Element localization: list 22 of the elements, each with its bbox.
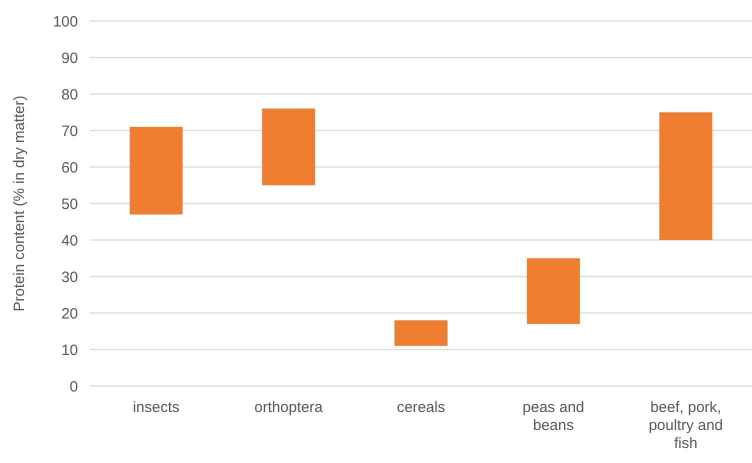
bar [130,126,183,214]
bar [659,112,712,240]
y-axis-title: Protein content (% in dry matter) [11,96,28,312]
bar [526,258,580,324]
y-tick-label: 30 [61,268,78,286]
bar [394,320,448,346]
x-tick-label: orthoptera [254,399,324,416]
y-tick-label: 70 [61,122,78,140]
y-tick-label: 100 [52,13,78,30]
y-tick-label: 40 [61,232,78,250]
y-tick-label: 60 [61,159,78,176]
y-tick-label: 50 [61,196,78,213]
y-tick-label: 90 [61,50,78,67]
x-tick-label: insects [132,399,180,416]
y-tick-label: 20 [61,305,78,322]
bar [262,108,316,186]
x-tick-label: beef, pork, poultry and fish [648,399,723,452]
y-tick-label: 80 [61,86,78,104]
x-tick-label: peas and beans [522,399,584,434]
x-tick-label: cereals [396,399,446,416]
y-tick-label: 10 [61,342,78,359]
y-tick-label: 0 [70,378,78,396]
